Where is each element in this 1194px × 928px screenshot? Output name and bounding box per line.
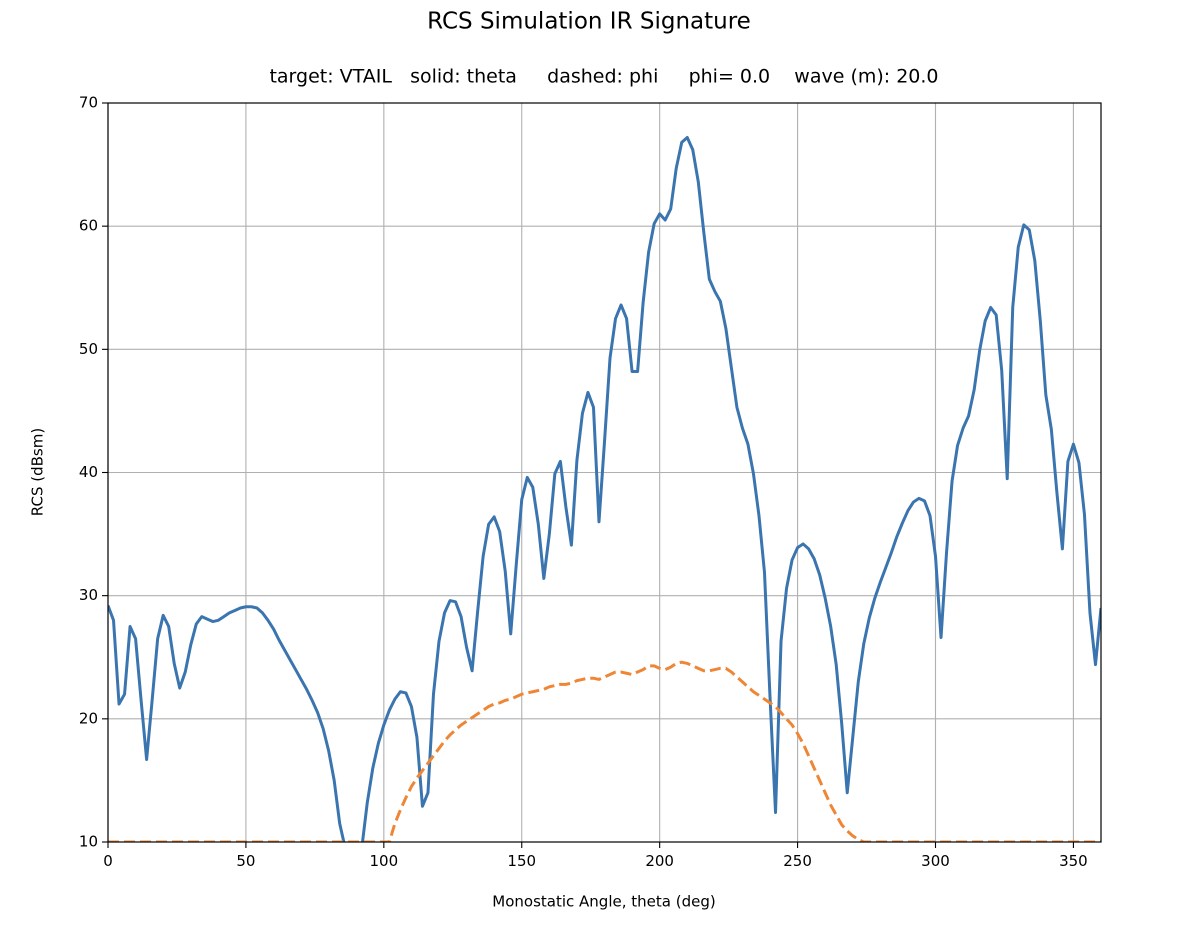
y-tick-label: 20: [79, 709, 98, 727]
chart-title: RCS Simulation IR Signature: [427, 9, 751, 35]
y-tick-label: 70: [79, 94, 98, 112]
x-tick-label: 350: [1059, 852, 1088, 870]
ticks: 0 50 100 150 200 250 300 350 10 20 30 40 50 60 70: [79, 94, 1088, 871]
x-tick-label: 150: [507, 852, 536, 870]
y-axis-label: RCS (dBsm): [29, 428, 47, 516]
x-tick-label: 0: [103, 852, 113, 870]
y-tick-label: 50: [79, 340, 98, 358]
y-tick-label: 40: [79, 463, 98, 481]
x-tick-label: 50: [236, 852, 255, 870]
series-line: [108, 135, 1101, 842]
y-tick-label: 60: [79, 217, 98, 235]
x-axis-label: Monostatic Angle, theta (deg): [492, 893, 715, 911]
x-tick-label: 300: [921, 852, 950, 870]
y-tick-label: 10: [79, 833, 98, 851]
plot-area: [108, 135, 1101, 842]
y-tick-label: 30: [79, 586, 98, 604]
x-tick-label: 100: [370, 852, 399, 870]
grid: [107, 102, 1101, 843]
x-tick-label: 200: [645, 852, 674, 870]
chart-subtitle: target: VTAIL solid: theta dashed: phi p…: [269, 66, 938, 88]
x-tick-label: 250: [783, 852, 812, 870]
series-line: [108, 660, 1101, 842]
